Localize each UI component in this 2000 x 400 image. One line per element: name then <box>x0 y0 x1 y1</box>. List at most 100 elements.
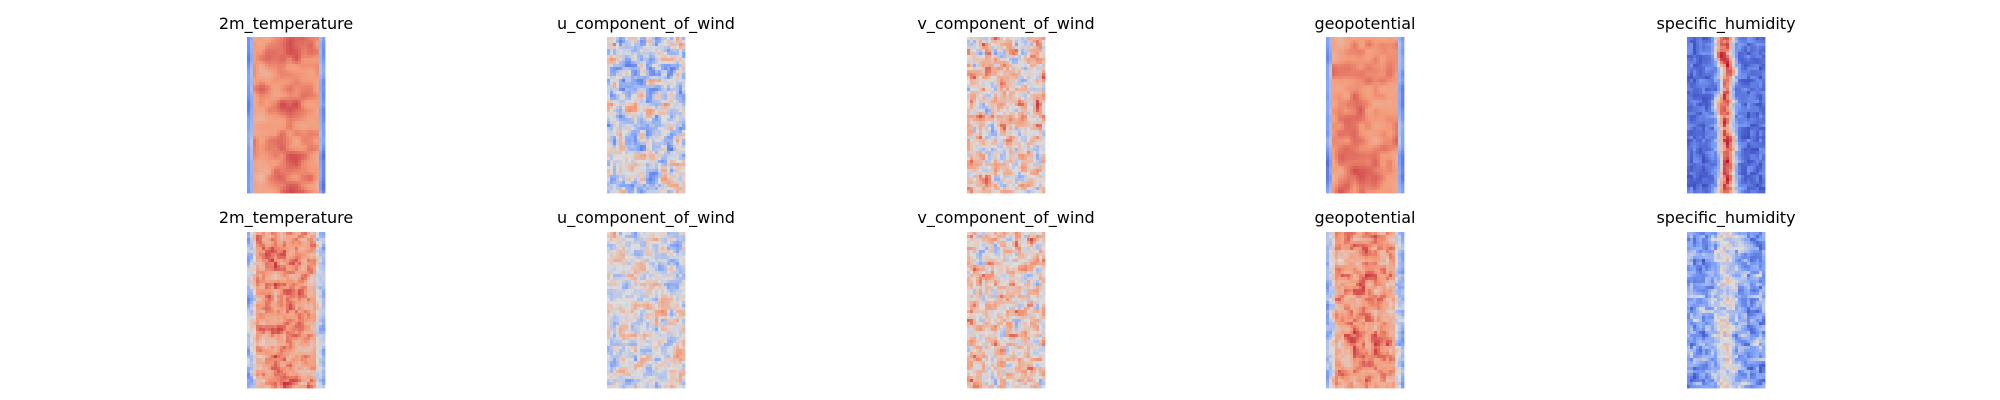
heatmap-cell <box>1362 109 1366 113</box>
heatmap-cell <box>298 118 302 122</box>
heatmap-cell <box>1033 157 1037 161</box>
heatmap-cell <box>289 160 293 164</box>
heatmap-cell <box>631 118 635 122</box>
heatmap-cell <box>1335 139 1339 143</box>
heatmap-cell <box>1371 109 1375 113</box>
heatmap-cell <box>1347 115 1351 119</box>
heatmap-cell <box>265 82 269 86</box>
heatmap-cell <box>634 43 638 47</box>
heatmap-cell <box>649 58 653 62</box>
heatmap-cell <box>316 190 320 194</box>
heatmap-cell <box>256 187 260 191</box>
heatmap-cell <box>997 178 1001 182</box>
heatmap-cell <box>970 136 974 140</box>
heatmap-cell <box>682 178 686 182</box>
heatmap-cell <box>619 139 623 143</box>
heatmap-cell <box>658 151 662 155</box>
heatmap-cell <box>679 130 683 134</box>
heatmap-cell <box>658 145 662 149</box>
heatmap-cell <box>1389 94 1393 98</box>
heatmap-cell <box>634 184 638 188</box>
heatmap-cell <box>1021 70 1025 74</box>
heatmap-cell <box>670 100 674 104</box>
heatmap-cell <box>640 49 644 53</box>
heatmap-cell <box>610 130 614 134</box>
heatmap-cell <box>1012 181 1016 185</box>
heatmap-cell <box>625 184 629 188</box>
heatmap-cell <box>1374 55 1378 59</box>
heatmap-cell <box>667 115 671 119</box>
heatmap-cell <box>670 130 674 134</box>
heatmap-cell <box>253 79 257 83</box>
heatmap-cell <box>643 76 647 80</box>
heatmap-cell <box>619 109 623 113</box>
heatmap-cell <box>253 40 257 44</box>
heatmap-cell <box>679 55 683 59</box>
heatmap-cell <box>262 52 266 56</box>
heatmap-cell <box>1024 118 1028 122</box>
heatmap-cell <box>292 79 296 83</box>
heatmap-cell <box>988 85 992 89</box>
heatmap-cell <box>1359 76 1363 80</box>
heatmap-cell <box>292 64 296 68</box>
heatmap-cell <box>1015 136 1019 140</box>
heatmap-cell <box>1395 64 1399 68</box>
heatmap-cell <box>982 52 986 56</box>
heatmap-cell <box>1042 136 1046 140</box>
heatmap-cell <box>1383 142 1387 146</box>
heatmap-cell <box>1383 97 1387 101</box>
heatmap-cell <box>1344 82 1348 86</box>
heatmap-cell <box>307 88 311 92</box>
heatmap-cell <box>670 178 674 182</box>
heatmap-cell <box>679 106 683 110</box>
heatmap-cell <box>313 97 317 101</box>
heatmap-cell <box>682 190 686 194</box>
heatmap-cell <box>1383 130 1387 134</box>
heatmap-cell <box>1033 43 1037 47</box>
heatmap-cell <box>1389 130 1393 134</box>
heatmap-cell <box>1030 136 1034 140</box>
heatmap-cell <box>1365 58 1369 62</box>
heatmap-cell <box>274 100 278 104</box>
heatmap-cell <box>1018 181 1022 185</box>
heatmap-cell <box>1395 37 1399 41</box>
heatmap-cell <box>1042 88 1046 92</box>
heatmap-cell <box>967 106 971 110</box>
heatmap-cell <box>322 73 326 77</box>
heatmap-cell <box>1374 37 1378 41</box>
heatmap-cell <box>631 115 635 119</box>
heatmap-cell <box>274 160 278 164</box>
heatmap-cell <box>1347 139 1351 143</box>
heatmap-cell <box>967 61 971 65</box>
heatmap-cell <box>283 46 287 50</box>
heatmap-cell <box>982 121 986 125</box>
heatmap-cell <box>634 187 638 191</box>
heatmap-cell <box>1386 55 1390 59</box>
heatmap-cell <box>319 43 323 47</box>
heatmap-cell <box>967 85 971 89</box>
heatmap-cell <box>301 139 305 143</box>
heatmap-cell <box>1353 121 1357 125</box>
heatmap-cell <box>967 115 971 119</box>
heatmap-cell <box>1039 67 1043 71</box>
heatmap-cell <box>616 85 620 89</box>
heatmap-cell <box>994 151 998 155</box>
heatmap-cell <box>661 94 665 98</box>
heatmap-cell <box>616 79 620 83</box>
heatmap-cell <box>1368 73 1372 77</box>
heatmap-cell <box>616 127 620 131</box>
heatmap-cell <box>985 178 989 182</box>
heatmap-cell <box>613 43 617 47</box>
heatmap-cell <box>295 73 299 77</box>
heatmap-cell <box>286 178 290 182</box>
heatmap-cell <box>1392 46 1396 50</box>
heatmap-cell <box>625 88 629 92</box>
heatmap-cell <box>673 97 677 101</box>
heatmap-cell <box>622 79 626 83</box>
heatmap-cell <box>1021 94 1025 98</box>
heatmap-cell <box>1383 118 1387 122</box>
heatmap-cell <box>247 142 251 146</box>
heatmap-cell <box>268 97 272 101</box>
heatmap-cell <box>1344 88 1348 92</box>
heatmap-cell <box>277 61 281 65</box>
